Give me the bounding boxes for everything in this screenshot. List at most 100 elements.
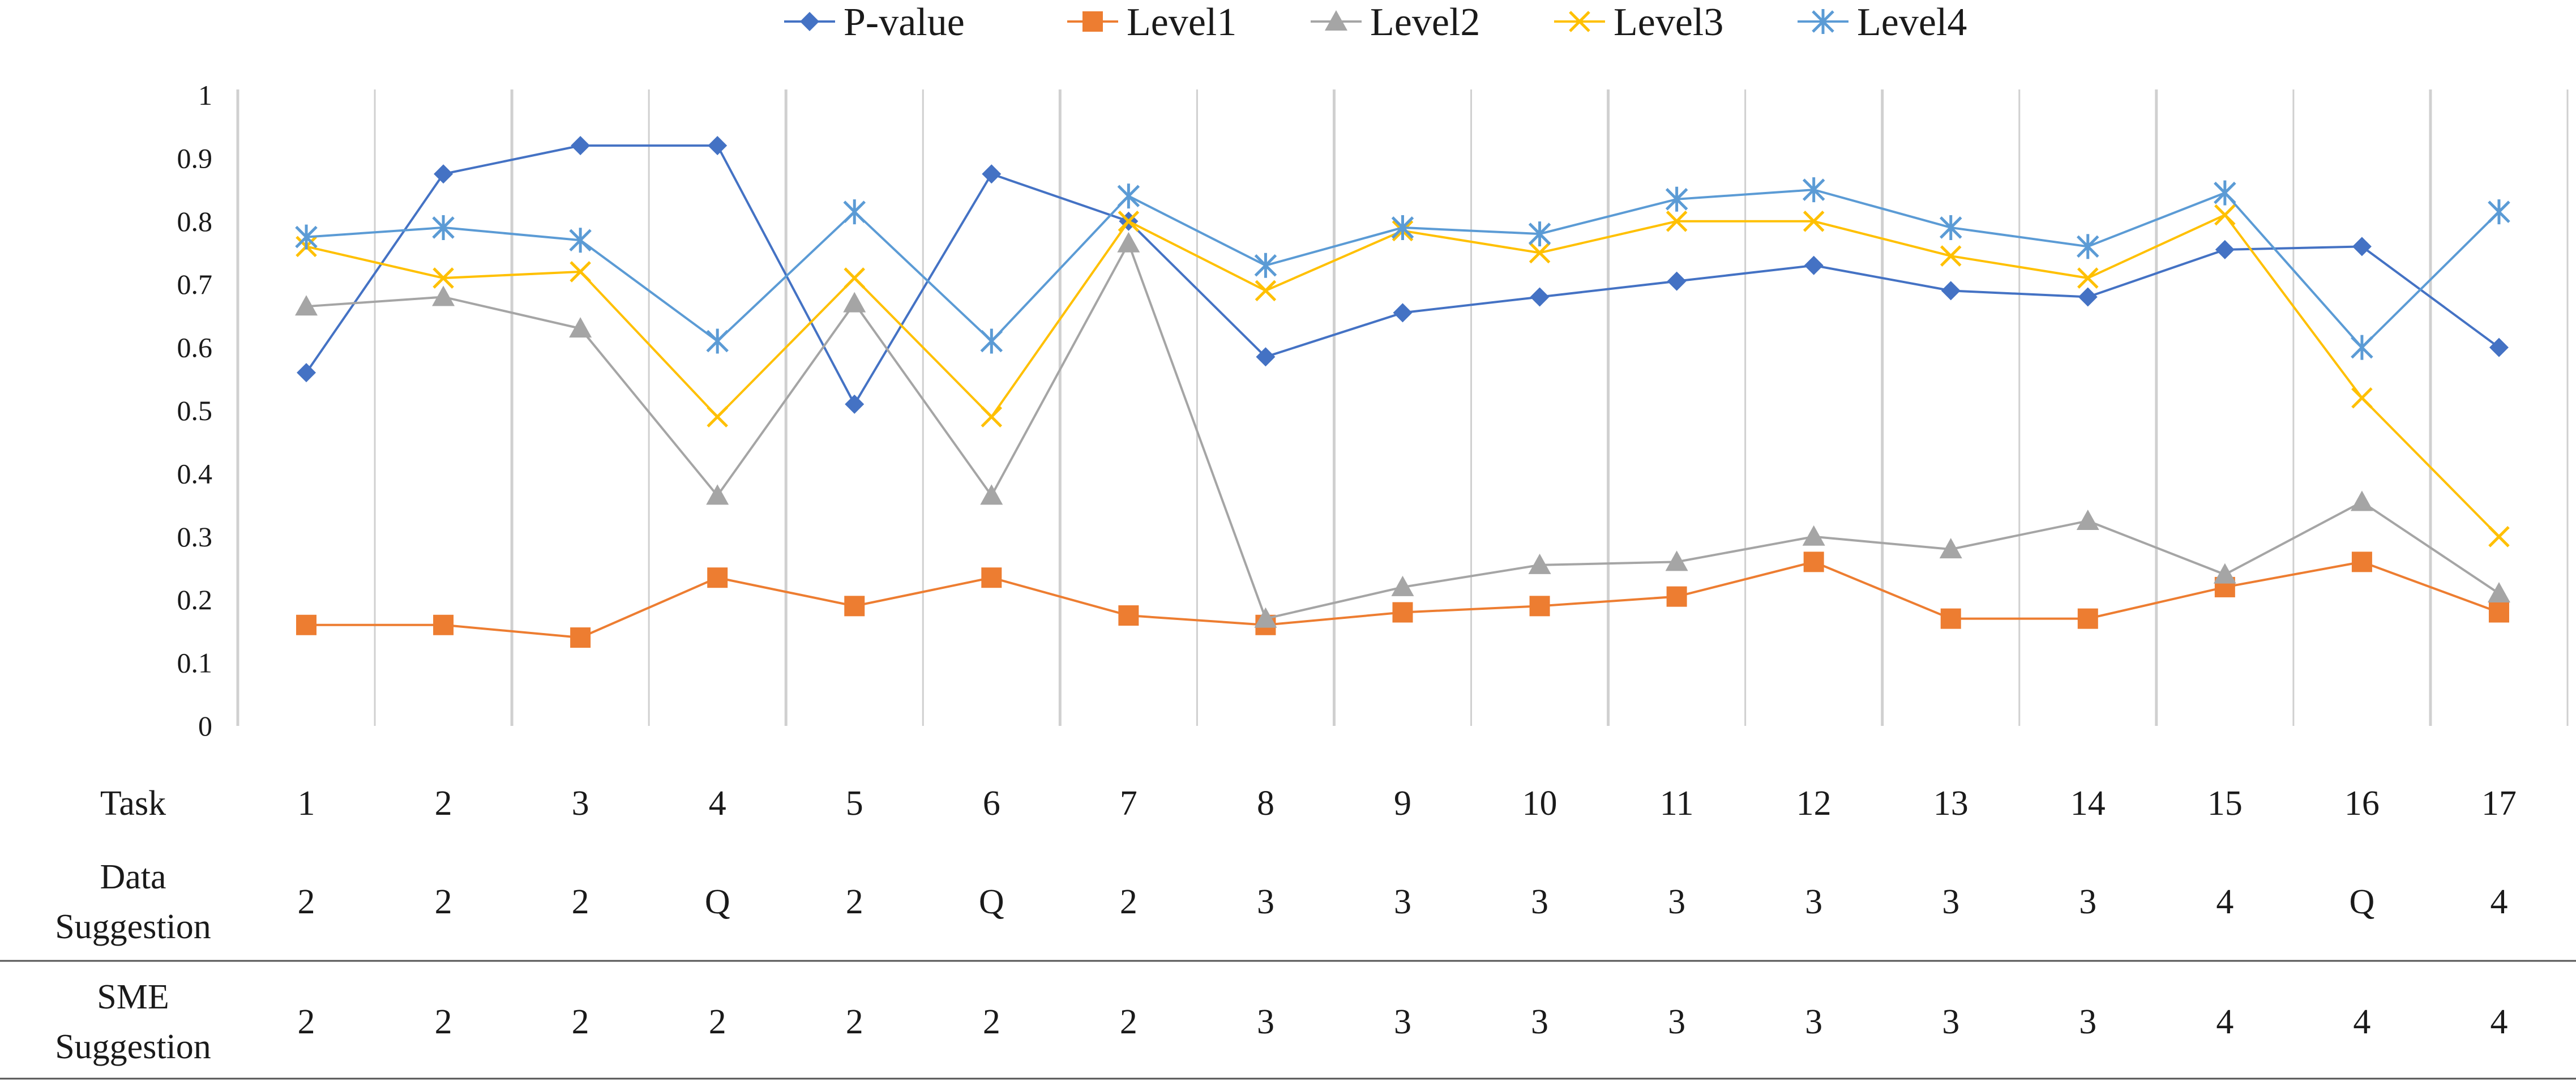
table-cell: 8 bbox=[1257, 784, 1274, 823]
table-cell: 3 bbox=[2079, 1003, 2096, 1041]
y-tick-label: 0.1 bbox=[177, 647, 213, 679]
data-point bbox=[2487, 582, 2510, 603]
series-level2 bbox=[295, 232, 2510, 628]
data-point bbox=[433, 614, 454, 635]
data-point bbox=[433, 267, 454, 289]
data-point bbox=[980, 484, 1003, 505]
series-level4 bbox=[295, 177, 2510, 360]
data-point bbox=[707, 406, 728, 427]
table-row: Data Suggestion 2 2 2 Q 2 Q 2 3 3 3 3 3 3 3 4 Q 4 bbox=[55, 858, 2507, 946]
table-cell: 17 bbox=[2481, 784, 2517, 823]
data-point bbox=[1803, 551, 1824, 572]
y-tick-label: 0.6 bbox=[177, 332, 213, 364]
data-point bbox=[845, 394, 865, 414]
table-cell: 9 bbox=[1394, 784, 1411, 823]
legend-item: Level3 bbox=[1554, 1, 1723, 44]
y-tick-label: 0.5 bbox=[177, 395, 213, 426]
data-point bbox=[1940, 245, 1962, 267]
data-point bbox=[1939, 215, 1962, 240]
row-label: Suggestion bbox=[55, 1028, 211, 1066]
series-line bbox=[305, 144, 2500, 407]
data-point bbox=[706, 484, 729, 505]
data-point bbox=[1392, 602, 1413, 623]
table-cell: 7 bbox=[1120, 784, 1137, 823]
data-point bbox=[1802, 177, 1825, 203]
data-point bbox=[296, 614, 317, 635]
data-point bbox=[2350, 490, 2373, 511]
data-point bbox=[1118, 211, 1140, 232]
data-point bbox=[1530, 287, 1550, 307]
data-point bbox=[570, 261, 591, 283]
table-cell: 3 bbox=[1805, 1003, 1822, 1041]
data-point bbox=[2076, 509, 2099, 530]
y-tick-label: 0.7 bbox=[177, 268, 213, 300]
data-point bbox=[1941, 281, 1961, 301]
data-point bbox=[2213, 563, 2236, 584]
table-cell: 3 bbox=[1257, 883, 1274, 921]
legend-label: P-value bbox=[844, 1, 965, 44]
table-cell: 3 bbox=[2079, 883, 2096, 921]
data-point bbox=[295, 295, 318, 316]
table-row: SME Suggestion 2 2 2 2 2 2 2 3 3 3 3 3 3 3 4 4 4 bbox=[55, 978, 2507, 1066]
legend-item: Level2 bbox=[1311, 1, 1480, 44]
row-label: Suggestion bbox=[55, 908, 211, 946]
table-cell: 16 bbox=[2344, 784, 2380, 823]
legend: P-value Level1 Level2 Level3 Level4 bbox=[784, 1, 1967, 44]
y-tick-label: 0.2 bbox=[177, 584, 213, 615]
legend-item: Level4 bbox=[1798, 1, 1967, 44]
data-point bbox=[707, 567, 728, 588]
data-point bbox=[1804, 255, 1824, 275]
data-point bbox=[843, 199, 866, 225]
data-point bbox=[1391, 575, 1414, 596]
table-cell: 2 bbox=[435, 883, 452, 921]
data-point bbox=[2488, 602, 2509, 623]
data-point bbox=[1117, 232, 1140, 253]
table-cell: 3 bbox=[1394, 883, 1411, 921]
data-point bbox=[2077, 267, 2099, 289]
data-point bbox=[1117, 183, 1140, 209]
data-point bbox=[1393, 303, 1413, 323]
data-point bbox=[1255, 280, 1277, 302]
series-level3 bbox=[296, 204, 2510, 548]
data-point bbox=[706, 328, 729, 354]
legend-label: Level2 bbox=[1370, 1, 1480, 44]
data-point bbox=[708, 136, 728, 156]
data-point bbox=[2489, 337, 2509, 357]
data-point bbox=[2214, 204, 2236, 226]
data-point bbox=[982, 164, 1002, 184]
table-cell: 4 bbox=[2490, 883, 2507, 921]
data-point bbox=[570, 627, 591, 648]
table-cell: 13 bbox=[1933, 784, 1969, 823]
data-point bbox=[1667, 271, 1687, 291]
table-cell: 12 bbox=[1796, 784, 1832, 823]
data-point bbox=[297, 363, 316, 383]
data-point bbox=[1256, 347, 1276, 367]
table-row: Task 1 2 3 4 5 6 7 8 9 10 11 12 13 14 15 16 17 bbox=[100, 784, 2517, 823]
table-cell: 4 bbox=[2216, 1003, 2233, 1041]
table-cell: 2 bbox=[983, 1003, 1000, 1041]
table-cell: 6 bbox=[983, 784, 1000, 823]
legend-marker bbox=[800, 12, 819, 31]
y-tick-label: 0.8 bbox=[177, 206, 213, 237]
y-tick-label: 1 bbox=[198, 79, 212, 111]
table-cell: 3 bbox=[1531, 1003, 1548, 1041]
series-line bbox=[306, 213, 2500, 538]
row-label: Data bbox=[100, 858, 166, 896]
table-cell: 2 bbox=[846, 1003, 863, 1041]
table-cell: 3 bbox=[1668, 883, 1685, 921]
data-point bbox=[1940, 608, 1961, 629]
data-table: Task 1 2 3 4 5 6 7 8 9 10 11 12 13 14 15 16 17DataSuggest… bbox=[0, 784, 2576, 1080]
table-cell: 15 bbox=[2207, 784, 2243, 823]
y-tick-label: 0.3 bbox=[177, 521, 213, 553]
table-cell: 3 bbox=[1942, 883, 1959, 921]
table-cell: 3 bbox=[1805, 883, 1822, 921]
data-point bbox=[2351, 387, 2373, 409]
data-point bbox=[1939, 538, 1962, 559]
row-label: SME bbox=[97, 978, 169, 1016]
series-lines bbox=[295, 136, 2510, 648]
table-cell: 2 bbox=[298, 883, 315, 921]
table-cell: Q bbox=[705, 883, 730, 921]
series-level1 bbox=[296, 551, 2509, 648]
table-cell: 2 bbox=[435, 784, 452, 823]
